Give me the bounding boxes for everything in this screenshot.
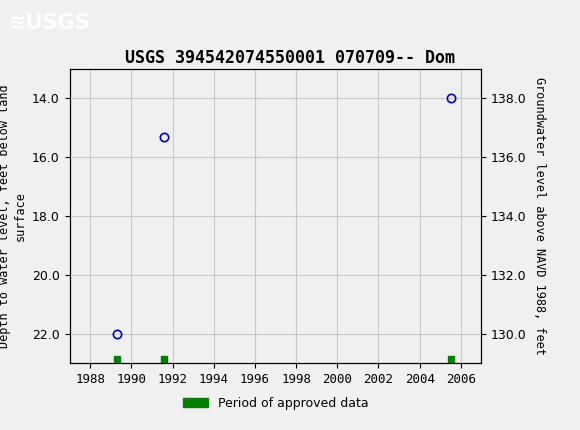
Y-axis label: Groundwater level above NAVD 1988, feet: Groundwater level above NAVD 1988, feet — [534, 77, 546, 355]
Legend: Period of approved data: Period of approved data — [177, 392, 374, 415]
Y-axis label: Depth to water level, feet below land
surface: Depth to water level, feet below land su… — [0, 84, 27, 348]
Text: ≋USGS: ≋USGS — [9, 12, 90, 33]
Text: USGS 394542074550001 070709-- Dom: USGS 394542074550001 070709-- Dom — [125, 49, 455, 67]
